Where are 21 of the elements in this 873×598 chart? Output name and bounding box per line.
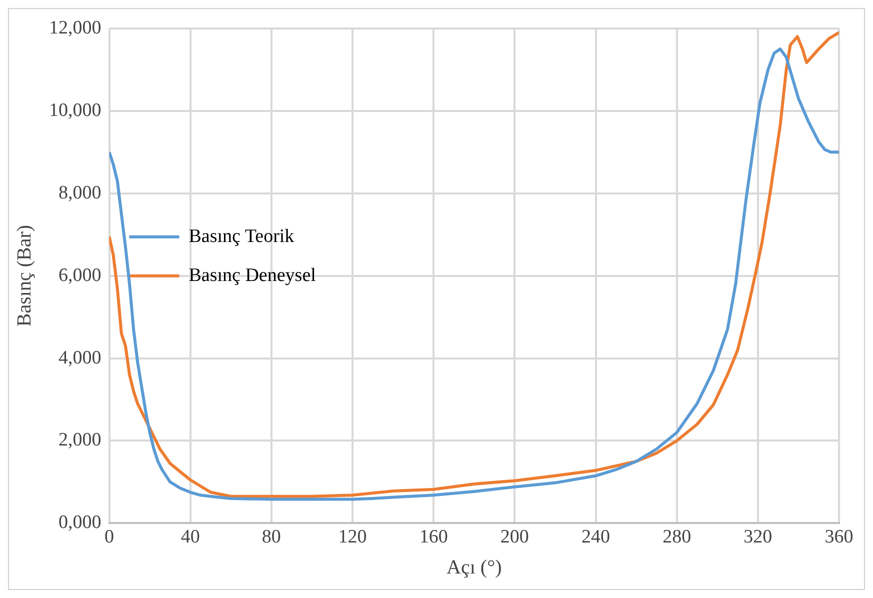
y-tick-label: 6,000	[58, 264, 102, 286]
y-tick-label: 12,000	[49, 17, 102, 38]
legend-label: Basınç Teorik	[188, 226, 295, 247]
y-tick-label: 10,000	[49, 100, 102, 121]
x-tick-label: 160	[419, 526, 448, 548]
x-tick-label: 40	[180, 526, 200, 548]
x-tick-label: 0	[104, 526, 114, 548]
y-tick-label: 4,000	[58, 347, 102, 368]
x-tick-label: 200	[500, 526, 529, 548]
x-axis-title: Açı (°)	[446, 556, 502, 578]
y-axis-title: Basınç (Bar)	[13, 224, 36, 327]
x-tick-label: 320	[744, 526, 772, 548]
x-tick-label: 80	[262, 526, 281, 548]
y-tick-label: 8,000	[58, 182, 102, 204]
x-tick-label: 120	[338, 526, 367, 548]
x-tick-label: 280	[662, 526, 692, 548]
legend-label: Basınç Deneysel	[188, 264, 316, 286]
x-tick-label: 240	[582, 526, 610, 548]
y-tick-label: 2,000	[58, 430, 102, 451]
y-tick-label: 0,000	[58, 512, 102, 534]
x-tick-label: 360	[824, 526, 854, 548]
